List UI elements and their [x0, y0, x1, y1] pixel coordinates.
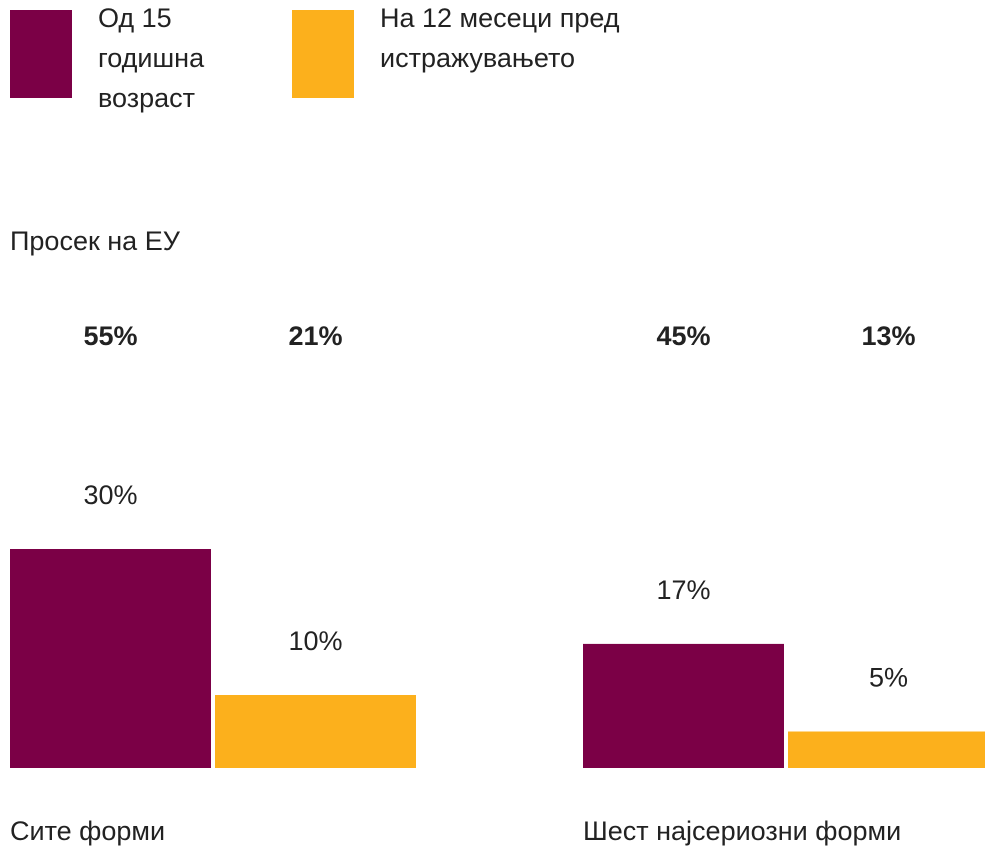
eu-average-value: 45% — [656, 321, 710, 351]
value-label: 5% — [869, 663, 908, 693]
legend-item: На 12 месеци пред истражувањето — [292, 3, 640, 98]
legend-swatch — [10, 10, 72, 98]
bar — [788, 731, 985, 768]
bar — [583, 643, 784, 768]
category-label: Сите форми — [10, 816, 165, 846]
value-label: 10% — [288, 626, 342, 656]
eu-average-value: 55% — [83, 321, 137, 351]
eu-average-value: 21% — [288, 321, 342, 351]
value-label: 17% — [656, 575, 710, 605]
legend-swatch — [292, 10, 354, 98]
bar — [215, 695, 416, 768]
eu-average-value: 13% — [861, 321, 915, 351]
legend-item: Од 15 годишна возраст — [10, 3, 218, 118]
legend-label: Од 15 годишна возраст — [98, 3, 205, 113]
bar — [10, 549, 211, 768]
category-label: Шест најсериозни форми — [583, 816, 901, 846]
eu-average-label: Просек на ЕУ — [10, 226, 181, 256]
legend-label: На 12 месеци пред истражувањето — [380, 3, 620, 73]
value-label: 30% — [83, 480, 137, 510]
